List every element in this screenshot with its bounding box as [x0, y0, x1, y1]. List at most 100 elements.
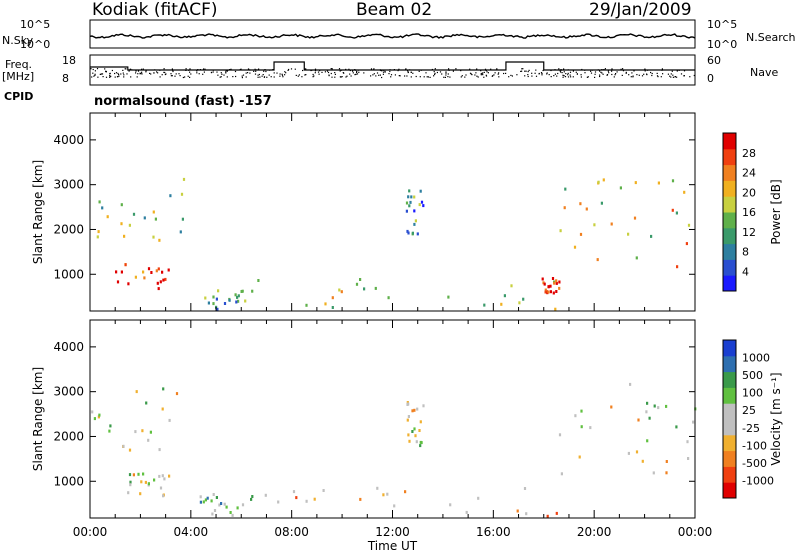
- nave-point: [90, 68, 92, 70]
- velocity-colorbar-segment: [723, 450, 736, 467]
- nave-point: [241, 75, 243, 77]
- nave-point: [445, 71, 447, 73]
- nave-point: [373, 68, 375, 70]
- nave-point: [483, 71, 485, 73]
- nave-point: [354, 74, 356, 76]
- nave-point: [632, 76, 634, 78]
- nave-point: [284, 71, 286, 73]
- power-colorbar-frame: [722, 132, 737, 292]
- nave-point: [575, 71, 577, 73]
- power-cell: [408, 204, 411, 208]
- power-cell: [409, 200, 412, 204]
- velocity-cell: [161, 407, 164, 411]
- nave-point: [676, 76, 678, 78]
- nave-point: [225, 71, 227, 73]
- velocity-cell: [211, 512, 214, 516]
- power-colorbar-label: Power [dB]: [769, 179, 783, 244]
- freq-tick-label: 18: [62, 54, 76, 67]
- power-cell: [543, 282, 546, 286]
- velocity-cell: [641, 459, 644, 463]
- power-cell: [241, 289, 244, 293]
- nave-point: [265, 70, 267, 73]
- power-cell: [558, 286, 561, 290]
- velocity-colorbar-tick: -25: [742, 422, 760, 435]
- velocity-cell: [687, 457, 690, 460]
- nave-point: [356, 73, 359, 75]
- nave-point: [137, 70, 140, 72]
- nave-point: [198, 73, 200, 75]
- nave-point: [171, 75, 173, 77]
- nave-point: [563, 68, 565, 70]
- power-colorbar-segment: [723, 227, 736, 245]
- nave-point: [273, 76, 275, 78]
- nave-point: [590, 70, 592, 72]
- velocity-colorbar-segment: [723, 466, 736, 483]
- nave-point: [483, 76, 485, 78]
- velocity-cell: [277, 500, 280, 504]
- power-cell: [179, 230, 182, 234]
- nave-point: [448, 68, 450, 70]
- x-tick-label: 16:00: [476, 525, 511, 539]
- nave-point: [426, 76, 428, 78]
- power-cell: [544, 290, 547, 294]
- velocity-cell: [523, 487, 527, 490]
- nave-point: [562, 74, 564, 76]
- nave-point: [196, 72, 198, 74]
- nave-point: [644, 68, 646, 70]
- nave-point: [92, 72, 94, 74]
- velocity-cell: [414, 434, 417, 438]
- power-cell: [223, 302, 227, 305]
- velocity-cell: [558, 433, 562, 437]
- nave-point: [606, 74, 608, 76]
- power-cell: [215, 297, 218, 301]
- nave-point: [461, 75, 463, 77]
- velocity-cell: [129, 480, 132, 484]
- power-cell: [167, 268, 170, 272]
- nave-point: [410, 71, 412, 73]
- nave-point: [352, 70, 354, 72]
- nave-point: [330, 72, 332, 75]
- nave-point: [503, 72, 505, 75]
- nave-point: [349, 73, 351, 75]
- nave-point: [434, 73, 436, 76]
- power-cell: [374, 286, 377, 290]
- nave-point: [651, 74, 653, 77]
- nave-point: [477, 76, 479, 78]
- nave-point: [388, 73, 390, 75]
- nave-point: [331, 76, 333, 78]
- power-cell: [518, 301, 521, 305]
- nave-point: [257, 74, 259, 76]
- nave-point: [220, 76, 222, 78]
- nave-point: [341, 76, 343, 78]
- velocity-cell: [93, 417, 96, 421]
- nave-point: [486, 71, 488, 73]
- power-cell: [414, 219, 417, 223]
- nave-point: [522, 68, 524, 70]
- nave-point: [525, 70, 527, 72]
- power-cell: [563, 206, 566, 210]
- power-cell: [676, 265, 679, 269]
- power-colorbar-segment: [723, 180, 736, 197]
- nave-point: [172, 70, 174, 73]
- nave-point: [482, 74, 484, 76]
- nave-point: [436, 71, 438, 74]
- nave-point: [427, 76, 429, 78]
- power-colorbar-tick: 8: [742, 246, 749, 259]
- power-cell: [675, 211, 678, 215]
- velocity-cell: [210, 499, 213, 503]
- nave-point: [348, 68, 350, 70]
- power-cell: [558, 280, 561, 284]
- nave-point: [123, 74, 125, 76]
- nave-point: [633, 70, 635, 72]
- nave-point: [636, 74, 638, 76]
- velocity-colorbar-segment: [723, 434, 736, 452]
- velocity-cell: [516, 509, 519, 513]
- power-cell: [447, 295, 450, 299]
- nave-point: [689, 76, 691, 78]
- velocity-cell: [646, 439, 649, 443]
- nave-tick-label: 0: [707, 72, 714, 85]
- velocity-cell: [411, 430, 414, 433]
- velocity-cell: [393, 504, 396, 508]
- velocity-cell: [407, 415, 410, 418]
- power-cell: [503, 294, 506, 298]
